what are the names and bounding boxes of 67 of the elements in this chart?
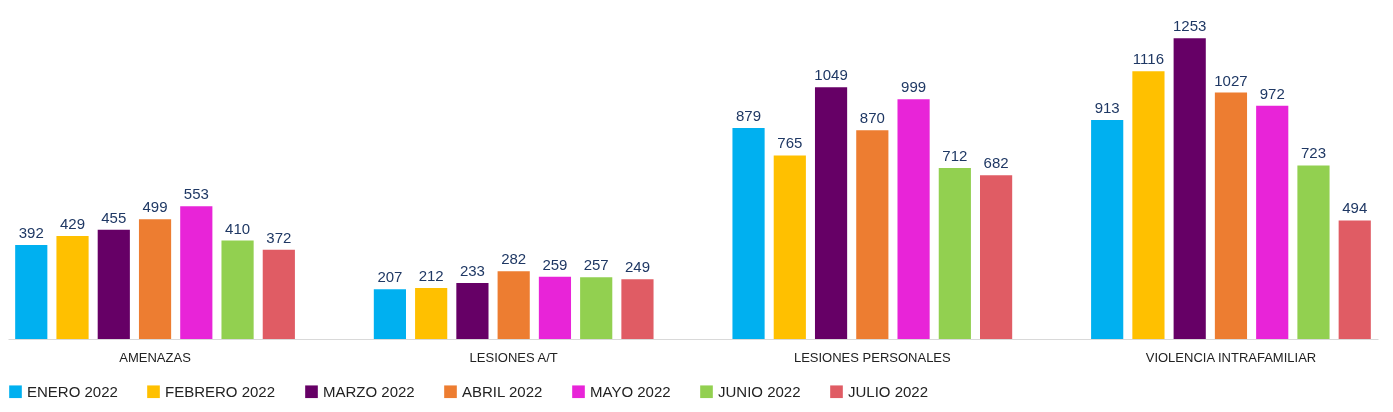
bar bbox=[938, 168, 971, 339]
bar bbox=[97, 229, 130, 339]
bar bbox=[1091, 119, 1124, 339]
data-label: 682 bbox=[983, 154, 1009, 172]
bar bbox=[732, 128, 765, 339]
data-label: 553 bbox=[183, 185, 209, 203]
bar bbox=[1214, 92, 1248, 339]
legend-label: FEBRERO 2022 bbox=[165, 382, 276, 400]
bar bbox=[897, 99, 930, 339]
bar bbox=[373, 289, 406, 339]
data-label: 233 bbox=[459, 262, 485, 280]
data-label: 455 bbox=[101, 208, 127, 226]
bar bbox=[1297, 165, 1330, 339]
data-label: 282 bbox=[501, 250, 527, 268]
data-label: 1116 bbox=[1132, 50, 1165, 68]
x-tick-label: LESIONES A/T bbox=[469, 349, 558, 365]
data-label: 249 bbox=[624, 258, 650, 276]
legend-label: MAYO 2022 bbox=[590, 382, 671, 400]
data-label: 212 bbox=[418, 267, 444, 285]
x-tick-label: LESIONES PERSONALES bbox=[793, 349, 952, 365]
data-label: 207 bbox=[377, 268, 403, 286]
bar bbox=[180, 206, 213, 339]
bar bbox=[1132, 71, 1165, 339]
data-label: 765 bbox=[777, 134, 803, 152]
data-label: 372 bbox=[266, 228, 292, 246]
bar bbox=[138, 219, 172, 339]
bar bbox=[980, 175, 1013, 339]
bar bbox=[221, 240, 254, 339]
bar bbox=[1338, 220, 1371, 339]
bar bbox=[814, 87, 848, 339]
bar bbox=[497, 271, 530, 339]
x-tick-label: AMENAZAS bbox=[119, 349, 192, 365]
data-label: 1049 bbox=[814, 66, 848, 84]
data-label: 879 bbox=[736, 107, 762, 125]
bar bbox=[621, 279, 654, 339]
bar bbox=[538, 276, 572, 339]
bar bbox=[456, 283, 489, 339]
data-label: 999 bbox=[901, 78, 927, 96]
data-label: 972 bbox=[1259, 84, 1285, 102]
data-label: 499 bbox=[142, 198, 168, 216]
data-label: 494 bbox=[1342, 199, 1368, 217]
data-label: 429 bbox=[60, 215, 86, 233]
legend-label: ENERO 2022 bbox=[27, 382, 118, 400]
legend-label: MARZO 2022 bbox=[323, 382, 415, 400]
data-label: 257 bbox=[583, 256, 609, 274]
x-tick-label: VIOLENCIA INTRAFAMILIAR bbox=[1145, 349, 1317, 365]
data-label: 1253 bbox=[1173, 17, 1207, 35]
data-label: 870 bbox=[859, 109, 885, 127]
bar bbox=[15, 244, 48, 339]
bar bbox=[1256, 105, 1289, 339]
legend-label: ABRIL 2022 bbox=[462, 382, 543, 400]
data-label: 1027 bbox=[1214, 71, 1248, 89]
bar bbox=[415, 288, 448, 339]
data-label: 723 bbox=[1300, 144, 1326, 162]
data-label: 259 bbox=[542, 255, 568, 273]
bar bbox=[856, 130, 889, 339]
data-label: 913 bbox=[1094, 98, 1120, 116]
legend-label: JUNIO 2022 bbox=[718, 382, 801, 400]
bar bbox=[1173, 38, 1206, 339]
legend-label: JULIO 2022 bbox=[848, 382, 929, 400]
data-label: 712 bbox=[942, 147, 968, 165]
bar bbox=[580, 277, 613, 339]
bar bbox=[773, 155, 806, 339]
data-label: 392 bbox=[18, 223, 44, 241]
bar bbox=[56, 236, 89, 339]
bar bbox=[262, 249, 295, 339]
data-label: 410 bbox=[225, 219, 251, 237]
